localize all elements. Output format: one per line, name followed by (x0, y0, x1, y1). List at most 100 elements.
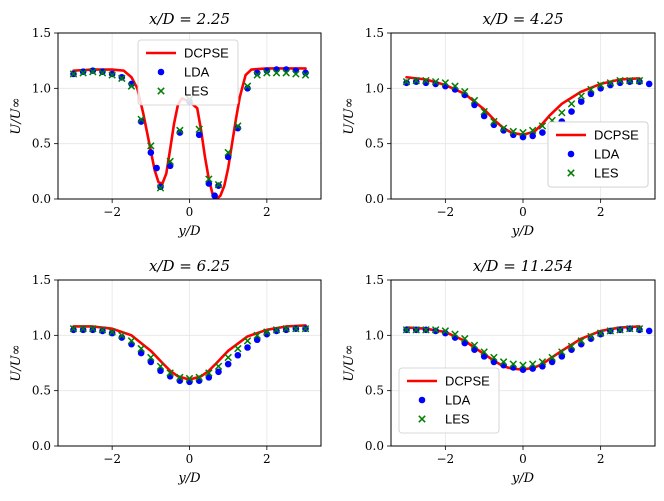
data-point-les (480, 348, 488, 356)
data-point-lda (529, 365, 537, 372)
x-tick-label: −2 (103, 452, 121, 466)
data-point-les (224, 353, 232, 362)
legend-handle-lda (157, 68, 165, 76)
data-point-les (412, 76, 420, 85)
y-tick-label: 0.0 (32, 192, 51, 206)
data-point-les (253, 71, 261, 79)
legend: DCPSE LDA LES (137, 39, 239, 106)
legend-label-les: LES (594, 166, 619, 181)
data-point-lda (157, 183, 164, 191)
data-point-lda (645, 80, 653, 88)
data-point-lda (548, 358, 556, 366)
y-tick-label: 0.0 (365, 439, 384, 453)
data-point-les (292, 70, 300, 78)
data-point-les (528, 126, 537, 135)
data-point-les (147, 353, 155, 362)
data-point-les (402, 326, 411, 334)
x-tick-label: 0 (186, 205, 194, 219)
data-point-les (451, 330, 459, 338)
legend-label-les: LES (184, 84, 209, 99)
x-tick-label: 0 (186, 452, 194, 466)
data-point-les (234, 344, 242, 353)
data-point-lda (166, 162, 174, 170)
data-point-les (147, 142, 155, 150)
x-tick-label: 2 (597, 205, 605, 219)
data-point-les (519, 361, 527, 369)
data-point-lda (577, 98, 585, 105)
data-point-lda (636, 326, 643, 334)
data-point-les (243, 337, 252, 345)
data-point-lda (490, 358, 498, 366)
data-point-lda (471, 101, 478, 109)
data-point-les (441, 79, 450, 87)
data-point-lda (263, 330, 271, 338)
data-point-les (626, 76, 634, 85)
data-point-lda (626, 78, 634, 85)
data-point-lda (519, 366, 527, 373)
data-point-lda (253, 336, 261, 344)
data-point-lda (432, 327, 439, 335)
x-tick-label: 2 (597, 452, 605, 466)
data-point-lda (263, 67, 271, 74)
data-point-lda (128, 80, 135, 88)
data-point-les (470, 96, 479, 105)
data-point-les (538, 358, 547, 366)
x-tick-label: −2 (437, 205, 455, 219)
data-point-les (402, 77, 411, 86)
data-point-lda (529, 132, 537, 140)
data-point-les (98, 69, 107, 77)
data-point-les (499, 358, 508, 366)
data-point-lda (118, 73, 126, 81)
data-point-lda (480, 112, 488, 120)
data-point-les (422, 76, 430, 85)
chart-title: x/D = 11.254 (473, 257, 573, 275)
data-point-les (490, 117, 498, 126)
legend-handle-les (418, 415, 426, 423)
data-point-les (587, 332, 595, 341)
y-axis-label: U/U∞ (9, 344, 24, 381)
data-point-lda (79, 68, 87, 76)
data-point-les (596, 329, 605, 337)
data-point-lda (568, 108, 575, 115)
data-point-les (263, 328, 271, 336)
data-point-les (567, 342, 576, 351)
data-point-lda (205, 180, 213, 187)
legend-handle-les (157, 87, 165, 95)
data-point-lda (461, 339, 469, 347)
x-tick-label: 0 (519, 452, 527, 466)
data-point-lda (108, 329, 116, 337)
data-point-les (176, 126, 184, 135)
data-point-les (577, 337, 585, 345)
data-point-les (118, 74, 126, 83)
data-point-les (89, 68, 97, 76)
legend-label-lda: LDA (594, 147, 620, 162)
y-tick-label: 0.5 (32, 384, 51, 398)
data-point-les (263, 69, 271, 77)
data-point-les (156, 362, 165, 371)
data-point-lda (403, 79, 410, 87)
y-axis-label: U/U∞ (342, 344, 357, 381)
data-point-lda (607, 81, 614, 89)
data-point-lda (244, 344, 251, 351)
data-point-lda (597, 330, 604, 338)
data-point-les (282, 69, 290, 77)
data-point-les (108, 328, 116, 336)
legend-label-dcpse: DCPSE (445, 374, 490, 389)
legend-label-les: LES (445, 412, 470, 427)
data-point-lda (147, 149, 155, 156)
x-axis-label: y/D (177, 471, 201, 486)
data-point-lda (147, 358, 155, 366)
y-tick-label: 1.5 (32, 26, 51, 40)
data-point-les (480, 107, 488, 116)
plot-area (402, 75, 653, 141)
data-point-les (451, 82, 459, 90)
data-point-lda (99, 327, 106, 335)
data-point-les (272, 69, 281, 77)
y-tick-label: 0.5 (365, 137, 384, 151)
data-point-les (234, 122, 242, 130)
data-point-lda (244, 85, 251, 92)
data-point-les (292, 324, 300, 333)
data-point-lda (302, 69, 309, 77)
legend-label-lda: LDA (445, 393, 471, 408)
